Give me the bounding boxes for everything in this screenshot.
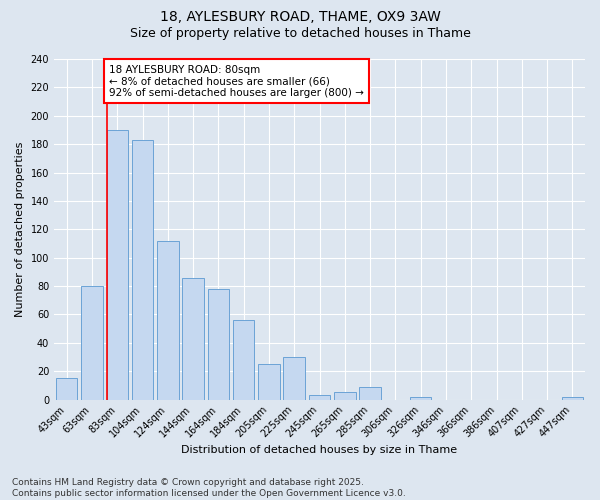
Text: 18 AYLESBURY ROAD: 80sqm
← 8% of detached houses are smaller (66)
92% of semi-de: 18 AYLESBURY ROAD: 80sqm ← 8% of detache… [109,64,364,98]
Bar [410,396,431,400]
Bar [208,289,229,400]
Bar [182,278,204,400]
Y-axis label: Number of detached properties: Number of detached properties [15,142,25,317]
Bar [107,130,128,400]
Text: Contains HM Land Registry data © Crown copyright and database right 2025.
Contai: Contains HM Land Registry data © Crown c… [12,478,406,498]
Bar [562,396,583,400]
Bar [359,387,381,400]
Bar [309,396,330,400]
Bar [233,320,254,400]
Bar [334,392,356,400]
Bar [132,140,153,400]
Text: 18, AYLESBURY ROAD, THAME, OX9 3AW: 18, AYLESBURY ROAD, THAME, OX9 3AW [160,10,440,24]
X-axis label: Distribution of detached houses by size in Thame: Distribution of detached houses by size … [181,445,458,455]
Bar [81,286,103,400]
Bar [283,357,305,400]
Text: Size of property relative to detached houses in Thame: Size of property relative to detached ho… [130,28,470,40]
Bar [157,240,179,400]
Bar [56,378,77,400]
Bar [258,364,280,400]
